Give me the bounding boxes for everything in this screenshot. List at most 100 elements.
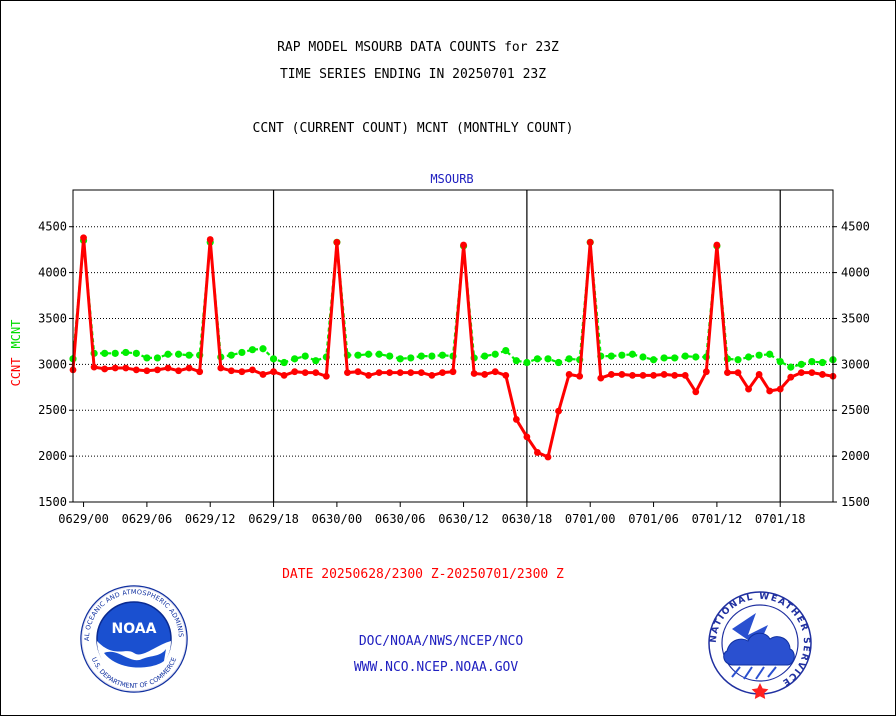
y-tick-label: 1500 <box>38 495 67 509</box>
x-tick-label: 0629/18 <box>248 512 299 526</box>
data-point-ccnt <box>80 234 87 242</box>
data-point-ccnt <box>576 372 584 380</box>
data-point-ccnt <box>650 371 657 379</box>
y-tick-label-right: 4500 <box>841 220 870 234</box>
data-point-ccnt <box>629 371 636 379</box>
y-tick-label: 3500 <box>38 311 67 325</box>
x-tick-label: 0630/18 <box>502 512 553 526</box>
data-point-ccnt <box>439 369 446 377</box>
footer-website-link[interactable]: WWW.NCO.NCEP.NOAA.GOV <box>354 660 519 675</box>
data-point-mcnt <box>132 349 140 357</box>
y-axis-label-ccnt: CCNT <box>9 358 23 387</box>
footer-org-path: DOC/NOAA/NWS/NCEP/NCO <box>359 634 524 649</box>
data-point-ccnt <box>196 368 204 376</box>
data-point-ccnt <box>724 369 731 377</box>
data-point-ccnt <box>481 371 489 378</box>
data-point-ccnt <box>175 367 182 375</box>
data-point-mcnt <box>428 352 436 360</box>
data-point-ccnt <box>671 371 679 379</box>
y-axis-label: CCNT MCNT <box>9 320 23 387</box>
x-tick-label: 0630/12 <box>438 512 489 526</box>
data-point-ccnt <box>755 371 763 378</box>
data-point-ccnt <box>101 365 109 373</box>
data-point-mcnt <box>671 354 679 362</box>
y-tick-label-right: 4000 <box>841 266 870 280</box>
data-point-mcnt <box>607 352 615 360</box>
data-point-ccnt <box>449 368 457 376</box>
x-tick-label: 0630/00 <box>312 512 363 526</box>
data-point-mcnt <box>755 351 763 359</box>
data-point-ccnt <box>354 368 362 376</box>
data-point-ccnt <box>312 369 320 377</box>
plot-area <box>72 189 834 503</box>
data-point-mcnt <box>227 351 235 359</box>
data-point-ccnt <box>745 385 752 393</box>
data-point-mcnt <box>639 353 647 361</box>
data-point-mcnt <box>491 350 499 358</box>
data-point-ccnt <box>185 364 193 372</box>
x-tick-label: 0629/00 <box>58 512 109 526</box>
data-point-ccnt <box>470 370 478 377</box>
data-point-mcnt <box>649 356 658 364</box>
data-point-ccnt <box>407 369 415 377</box>
data-point-ccnt <box>776 385 784 393</box>
data-point-mcnt <box>238 348 246 357</box>
data-point-mcnt <box>248 346 257 354</box>
data-point-ccnt <box>555 407 562 415</box>
data-point-ccnt <box>111 364 119 372</box>
data-point-mcnt <box>512 357 520 365</box>
y-tick-label-right: 3500 <box>841 311 870 325</box>
data-point-mcnt <box>808 358 816 366</box>
x-axis-label: DATE 20250628/2300 Z-20250701/2300 Z <box>282 567 564 582</box>
data-point-ccnt <box>734 369 742 377</box>
chart-description: CCNT (CURRENT COUNT) MCNT (MONTHLY COUNT… <box>253 121 574 136</box>
data-point-ccnt <box>386 369 394 377</box>
y-tick-label: 2500 <box>38 403 67 417</box>
data-point-mcnt <box>628 350 637 358</box>
data-point-ccnt <box>702 368 710 376</box>
data-point-ccnt <box>227 367 235 375</box>
data-point-mcnt <box>417 352 425 360</box>
data-point-ccnt <box>692 388 700 396</box>
data-point-ccnt <box>618 371 626 378</box>
data-point-ccnt <box>90 363 98 371</box>
data-point-ccnt <box>238 368 246 376</box>
data-point-mcnt <box>618 351 626 359</box>
data-point-mcnt <box>354 351 362 359</box>
data-point-ccnt <box>154 366 161 374</box>
data-point-ccnt <box>660 371 668 378</box>
data-point-ccnt <box>259 371 267 378</box>
data-point-ccnt <box>808 369 816 377</box>
data-point-ccnt <box>491 368 499 376</box>
data-point-mcnt <box>734 356 742 364</box>
data-point-ccnt <box>819 371 826 378</box>
data-point-mcnt <box>101 349 109 357</box>
data-point-ccnt <box>534 449 541 456</box>
x-tick-label: 0701/12 <box>692 512 743 526</box>
data-point-mcnt <box>523 358 531 367</box>
data-point-ccnt <box>766 387 774 395</box>
series-layer <box>69 234 837 461</box>
nws-logo: NATIONAL WEATHER SERVICE <box>708 591 812 699</box>
data-point-mcnt <box>797 360 805 368</box>
x-tick-label: 0701/18 <box>755 512 806 526</box>
data-point-ccnt <box>322 372 330 380</box>
data-point-ccnt <box>217 364 225 372</box>
data-point-ccnt <box>291 368 299 376</box>
data-point-mcnt <box>692 353 700 361</box>
data-point-ccnt <box>544 453 552 461</box>
data-point-mcnt <box>818 358 827 367</box>
y-axis-label-mcnt: MCNT <box>9 320 23 349</box>
axis-ticks: 1500 1500 2000 2000 2500 2500 3000 3000 3500 3500… <box>38 220 870 526</box>
data-point-mcnt <box>269 355 278 363</box>
data-point-mcnt <box>364 350 373 358</box>
data-point-mcnt <box>407 354 415 362</box>
chart-title: RAP MODEL MSOURB DATA COUNTS for 23Z <box>277 40 559 55</box>
data-point-mcnt <box>259 345 267 353</box>
data-point-ccnt <box>375 369 383 377</box>
data-point-ccnt <box>333 238 341 246</box>
y-tick-label-right: 2500 <box>841 403 870 417</box>
grid <box>73 190 833 502</box>
data-point-ccnt <box>565 371 573 378</box>
data-point-mcnt <box>375 350 383 358</box>
